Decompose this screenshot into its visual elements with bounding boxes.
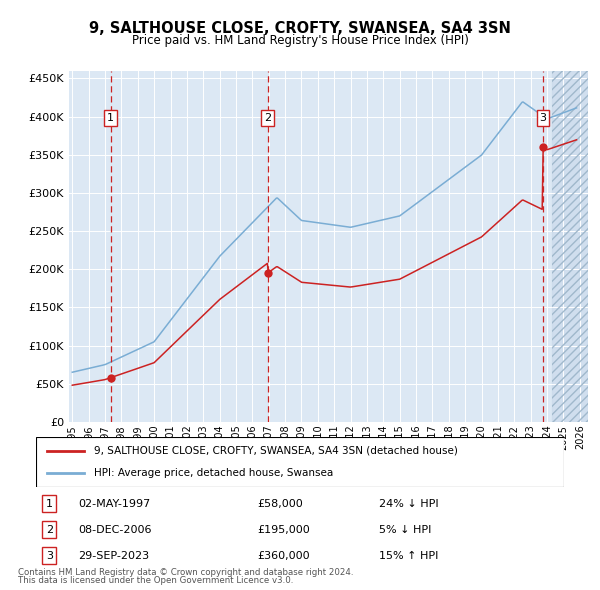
Text: 24% ↓ HPI: 24% ↓ HPI (379, 499, 439, 509)
Text: 2: 2 (264, 113, 271, 123)
FancyBboxPatch shape (36, 437, 564, 487)
Bar (552, 71, 588, 422)
Text: Price paid vs. HM Land Registry's House Price Index (HPI): Price paid vs. HM Land Registry's House … (131, 34, 469, 47)
Text: HPI: Average price, detached house, Swansea: HPI: Average price, detached house, Swan… (94, 468, 334, 478)
Text: 08-DEC-2006: 08-DEC-2006 (78, 525, 152, 535)
Text: 2: 2 (46, 525, 53, 535)
Text: 3: 3 (46, 550, 53, 560)
Text: 29-SEP-2023: 29-SEP-2023 (78, 550, 149, 560)
Text: 9, SALTHOUSE CLOSE, CROFTY, SWANSEA, SA4 3SN: 9, SALTHOUSE CLOSE, CROFTY, SWANSEA, SA4… (89, 21, 511, 35)
Text: 1: 1 (46, 499, 53, 509)
Text: 5% ↓ HPI: 5% ↓ HPI (379, 525, 431, 535)
Text: Contains HM Land Registry data © Crown copyright and database right 2024.: Contains HM Land Registry data © Crown c… (18, 568, 353, 577)
Text: £58,000: £58,000 (258, 499, 304, 509)
Text: £360,000: £360,000 (258, 550, 310, 560)
Text: 15% ↑ HPI: 15% ↑ HPI (379, 550, 439, 560)
Bar (552, 71, 588, 422)
Text: 9, SALTHOUSE CLOSE, CROFTY, SWANSEA, SA4 3SN (detached house): 9, SALTHOUSE CLOSE, CROFTY, SWANSEA, SA4… (94, 445, 458, 455)
Text: 1: 1 (107, 113, 114, 123)
Text: £195,000: £195,000 (258, 525, 311, 535)
Text: This data is licensed under the Open Government Licence v3.0.: This data is licensed under the Open Gov… (18, 576, 293, 585)
Text: 3: 3 (539, 113, 547, 123)
Text: 02-MAY-1997: 02-MAY-1997 (78, 499, 151, 509)
